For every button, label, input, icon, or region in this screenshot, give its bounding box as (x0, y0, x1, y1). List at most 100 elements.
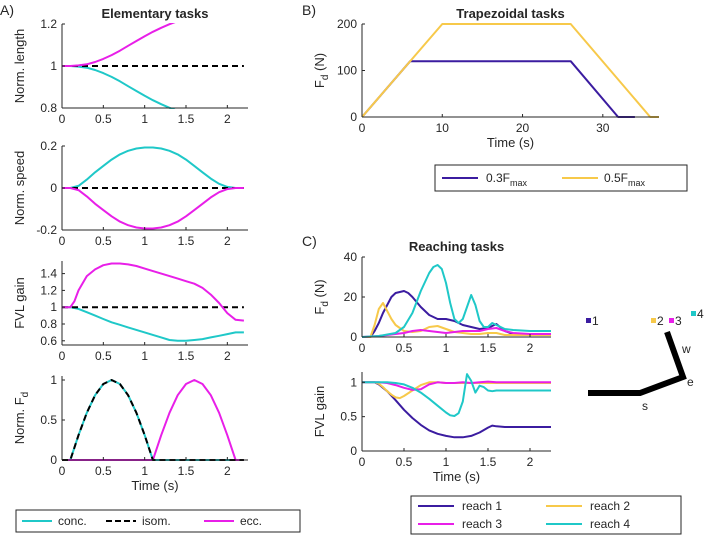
x-tick-label-c2-4: 2 (527, 455, 534, 469)
panel-label-a: A) (0, 2, 14, 18)
x-tick-label-c2-0: 0 (359, 455, 366, 469)
target-marker-1 (586, 318, 591, 323)
arm-joint-label-w: w (681, 342, 691, 356)
x-tick-label-a1-2: 1 (141, 112, 148, 126)
panel-label-b: B) (302, 2, 316, 18)
x-tick-label-a3-2: 1 (141, 349, 148, 363)
x-tick-label-a3-4: 2 (224, 349, 231, 363)
x-tick-label-a4-3: 1.5 (178, 464, 195, 478)
y-tick-label-a4-1: 0.5 (40, 413, 57, 427)
y-tick-label-c2-1: 0.5 (340, 410, 357, 424)
y-axis-label-b: Fd (N) (312, 53, 331, 88)
x-tick-label-c1-3: 1.5 (480, 341, 497, 355)
series-a3-ecc (62, 262, 244, 322)
plot-area-a3 (62, 261, 248, 345)
target-label-4: 4 (697, 307, 704, 321)
chart-title-a1: Elementary tasks (102, 6, 209, 21)
legend-c-label-reach4: reach 4 (590, 517, 630, 531)
target-label-2: 2 (657, 314, 664, 328)
legend-b: 0.3Fmax 0.5Fmax (434, 164, 688, 192)
series-group-c1 (362, 264, 551, 338)
series-group-a1 (62, 23, 244, 109)
x-tick-label-a2-2: 1 (141, 234, 148, 248)
legend-c: reach 1 reach 2 reach 3 reach 4 (410, 495, 682, 535)
series-a1-conc (62, 65, 176, 109)
target-label-1: 1 (592, 314, 599, 328)
x-tick-label-c1-0: 0 (359, 341, 366, 355)
y-axis-label-main-c1: F (312, 307, 327, 315)
y-axis-label-a3: FVL gain (12, 277, 27, 329)
plot-area-a4 (62, 376, 248, 460)
y-tick-label-a3-3: 1.2 (40, 283, 57, 297)
chart-b: 0 10 20 30 0 100 200 Trapezoidal tasks Time (s) F… (312, 6, 659, 150)
series-c1-reach4 (362, 264, 551, 338)
y-tick-label-a2-2: 0.2 (40, 139, 57, 153)
chart-a1: 0 0.5 1 1.5 2 0.8 1 1.2 Elementary tasks Norm. le… (12, 6, 248, 126)
y-tick-label-a3-2: 1 (50, 300, 57, 314)
plot-area-b (362, 24, 659, 117)
y-tick-label-c1-1: 20 (344, 290, 358, 304)
target-marker-2 (651, 318, 656, 323)
y-axis-label-sub-a4: d (20, 392, 31, 398)
target-marker-3 (669, 318, 674, 323)
x-tick-label-a4-4: 2 (224, 464, 231, 478)
series-group-a3 (62, 262, 244, 342)
y-axis-label-sub-c1: d (320, 301, 331, 307)
arm-joint-label-s: s (642, 399, 648, 413)
y-axis-label-c1: Fd (N) (312, 279, 331, 314)
y-tick-label-c1-2: 40 (344, 250, 358, 264)
y-axis-label-a1: Norm. length (12, 29, 27, 103)
legend-a-label-conc: conc. (58, 514, 87, 528)
x-axis-label-b: Time (s) (487, 135, 534, 150)
x-axis-label-a4: Time (s) (131, 478, 178, 493)
series-a1-ecc (62, 23, 176, 67)
legend-b-label-high-main: 0.5F (604, 171, 628, 185)
legend-a-box (15, 509, 301, 533)
plots: 0 0.5 1 1.5 2 0.8 1 1.2 Elementary tasks Norm. le… (12, 6, 659, 493)
x-tick-label-b-3: 30 (596, 121, 610, 135)
y-tick-label-b-1: 100 (337, 64, 357, 78)
target-marker-4 (691, 311, 696, 316)
series-a2-conc (62, 146, 244, 189)
y-tick-label-a3-0: 0.6 (40, 334, 57, 348)
y-tick-label-c2-2: 1 (350, 375, 357, 389)
y-axis-label-after-b: (N) (312, 53, 327, 75)
x-tick-label-c1-2: 1 (443, 341, 450, 355)
y-tick-label-a2-0: -0.2 (36, 223, 57, 237)
series-c2-reach3 (362, 380, 551, 391)
y-tick-label-b-2: 200 (337, 17, 357, 31)
x-tick-label-a1-4: 2 (224, 112, 231, 126)
y-tick-label-a1-2: 1.2 (40, 17, 57, 31)
x-tick-label-a1-1: 0.5 (95, 112, 112, 126)
chart-title-c1: Reaching tasks (409, 239, 504, 254)
y-axis-label-sub-b: d (320, 75, 331, 81)
panel-label-c: C) (302, 233, 317, 249)
x-tick-label-a4-0: 0 (59, 464, 66, 478)
legend-b-label-high: 0.5Fmax (604, 171, 646, 188)
x-tick-label-a2-3: 1.5 (178, 234, 195, 248)
legend-c-box (410, 495, 682, 535)
x-tick-label-a3-1: 0.5 (95, 349, 112, 363)
y-axis-label-after-c1: (N) (312, 279, 327, 301)
series-a2-ecc (62, 187, 244, 230)
y-tick-label-a1-0: 0.8 (40, 101, 57, 115)
y-axis-label-main-a1: Norm. length (12, 29, 27, 103)
x-tick-label-c1-4: 2 (527, 341, 534, 355)
y-tick-label-a2-1: 0 (50, 181, 57, 195)
y-tick-label-a3-4: 1.4 (40, 267, 57, 281)
y-axis-label-main-a2: Norm. speed (12, 151, 27, 225)
x-tick-label-a2-1: 0.5 (95, 234, 112, 248)
legend-b-label-low-sub: max (510, 178, 528, 188)
y-axis-label-c2: FVL gain (312, 386, 327, 438)
x-tick-label-a2-4: 2 (224, 234, 231, 248)
legend-b-label-high-sub: max (628, 178, 646, 188)
target-label-3: 3 (675, 314, 682, 328)
x-tick-label-a4-2: 1 (141, 464, 148, 478)
x-tick-label-a3-3: 1.5 (178, 349, 195, 363)
x-tick-label-b-1: 10 (436, 121, 450, 135)
x-tick-label-a1-3: 1.5 (178, 112, 195, 126)
